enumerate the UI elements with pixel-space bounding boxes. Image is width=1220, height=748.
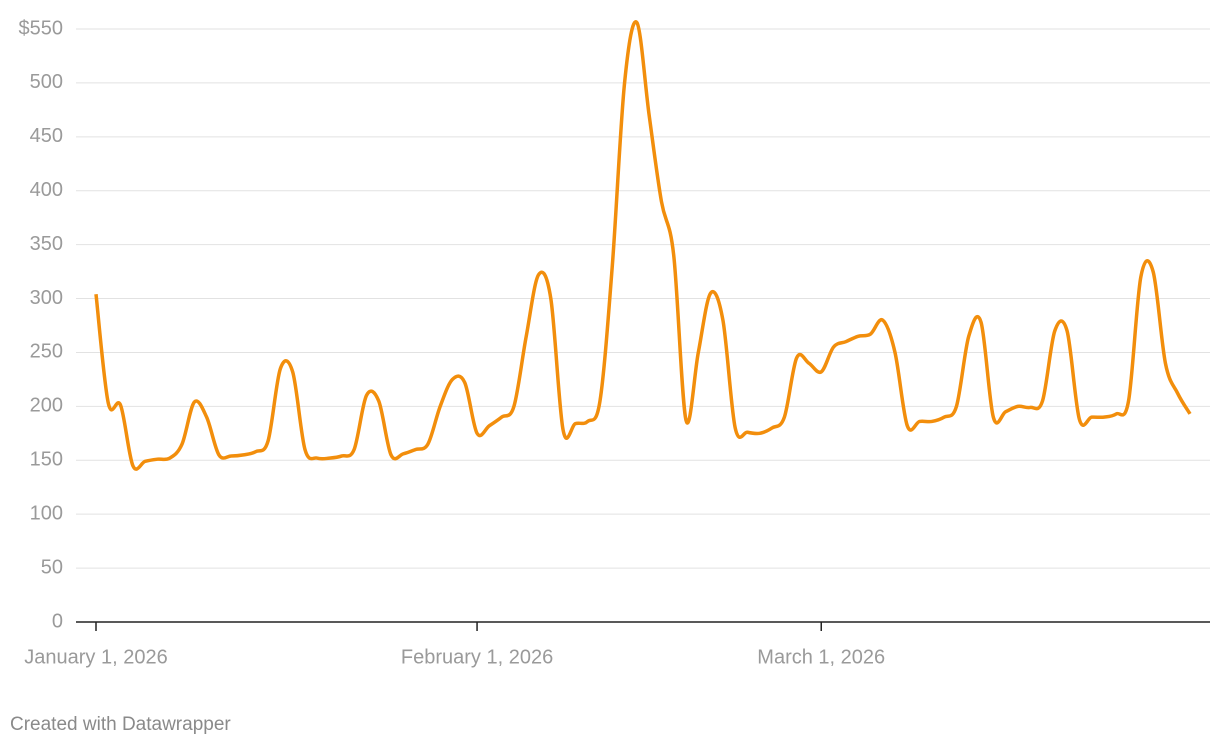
data-line <box>94 20 1192 471</box>
y-tick-label: 400 <box>30 179 63 201</box>
y-tick-label: 50 <box>41 556 63 578</box>
y-tick-label: 250 <box>30 341 63 363</box>
credit: Created with Datawrapper <box>10 714 231 735</box>
y-tick-label: 350 <box>30 233 63 255</box>
y-tick-label: 150 <box>30 449 63 471</box>
x-tick-label: February 1, 2026 <box>401 646 553 668</box>
y-tick-label: 500 <box>30 71 63 93</box>
y-tick-label: 300 <box>30 287 63 309</box>
y-tick-label: $550 <box>19 17 64 39</box>
x-tick-label: March 1, 2026 <box>757 646 885 668</box>
y-tick-label: 450 <box>30 125 63 147</box>
y-tick-label: 0 <box>52 610 63 632</box>
x-tick-label: January 1, 2026 <box>24 646 167 668</box>
y-tick-label: 100 <box>30 502 63 524</box>
y-tick-label: 200 <box>30 395 63 417</box>
